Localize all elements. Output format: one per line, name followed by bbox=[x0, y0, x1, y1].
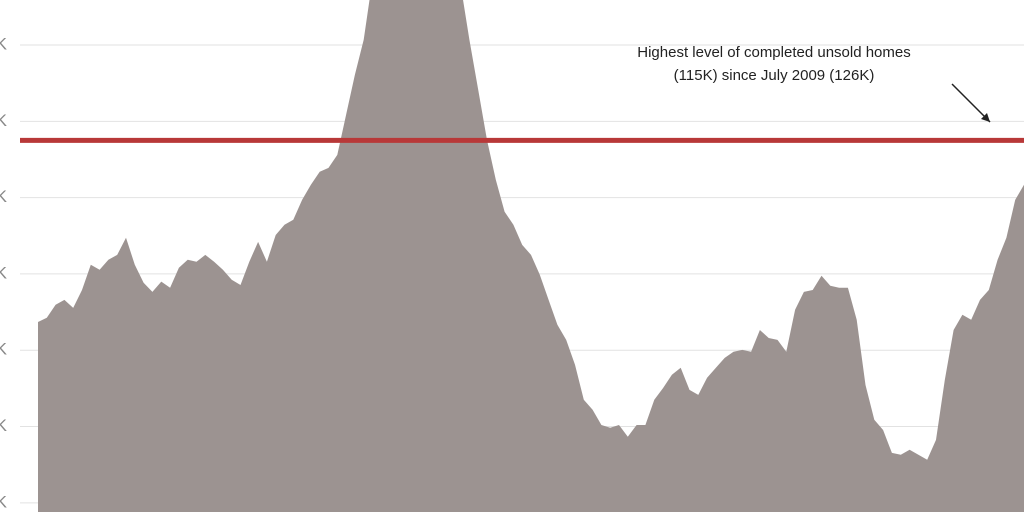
y-tick-label: 20K bbox=[0, 492, 8, 511]
y-tick-label: 100K bbox=[0, 187, 8, 206]
y-tick-label: 80K bbox=[0, 263, 8, 282]
annotation: (115K) since July 2009 (126K) bbox=[674, 67, 875, 84]
annotation-arrowhead bbox=[981, 113, 990, 122]
annotation: Highest level of completed unsold homes bbox=[637, 44, 911, 61]
y-tick-label: 140K bbox=[0, 35, 8, 54]
area bbox=[38, 0, 1024, 512]
y-tick-label: 60K bbox=[0, 340, 8, 359]
annotation-arrow bbox=[951, 83, 991, 123]
y-tick-label: 40K bbox=[0, 416, 8, 435]
plot-area bbox=[20, 0, 1024, 512]
y-tick-label: 120K bbox=[0, 111, 8, 130]
